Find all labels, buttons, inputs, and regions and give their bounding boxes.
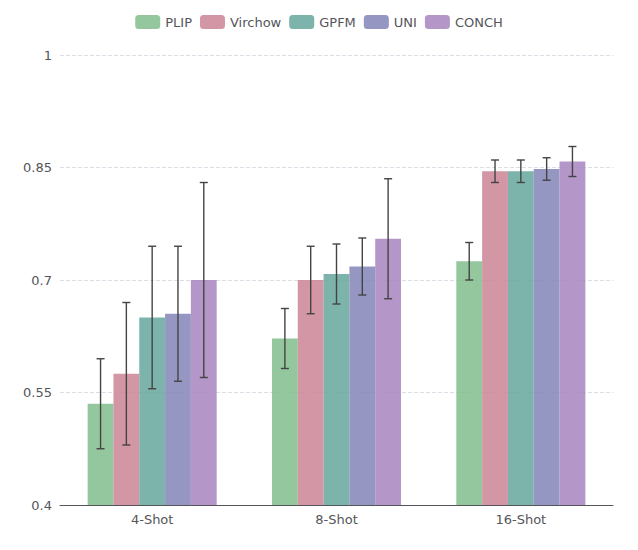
svg-text:1: 1 bbox=[44, 48, 52, 63]
svg-text:4-Shot: 4-Shot bbox=[131, 512, 174, 527]
svg-text:PLIP: PLIP bbox=[165, 15, 192, 30]
svg-text:UNI: UNI bbox=[394, 15, 417, 30]
svg-text:16-Shot: 16-Shot bbox=[495, 512, 546, 527]
svg-text:CONCH: CONCH bbox=[455, 15, 503, 30]
svg-text:GPFM: GPFM bbox=[319, 15, 356, 30]
svg-text:0.85: 0.85 bbox=[23, 160, 52, 175]
svg-text:8-Shot: 8-Shot bbox=[315, 512, 358, 527]
svg-text:Virchow: Virchow bbox=[230, 15, 282, 30]
svg-text:0.55: 0.55 bbox=[23, 385, 52, 400]
svg-text:0.4: 0.4 bbox=[31, 498, 52, 513]
svg-text:0.7: 0.7 bbox=[31, 273, 52, 288]
